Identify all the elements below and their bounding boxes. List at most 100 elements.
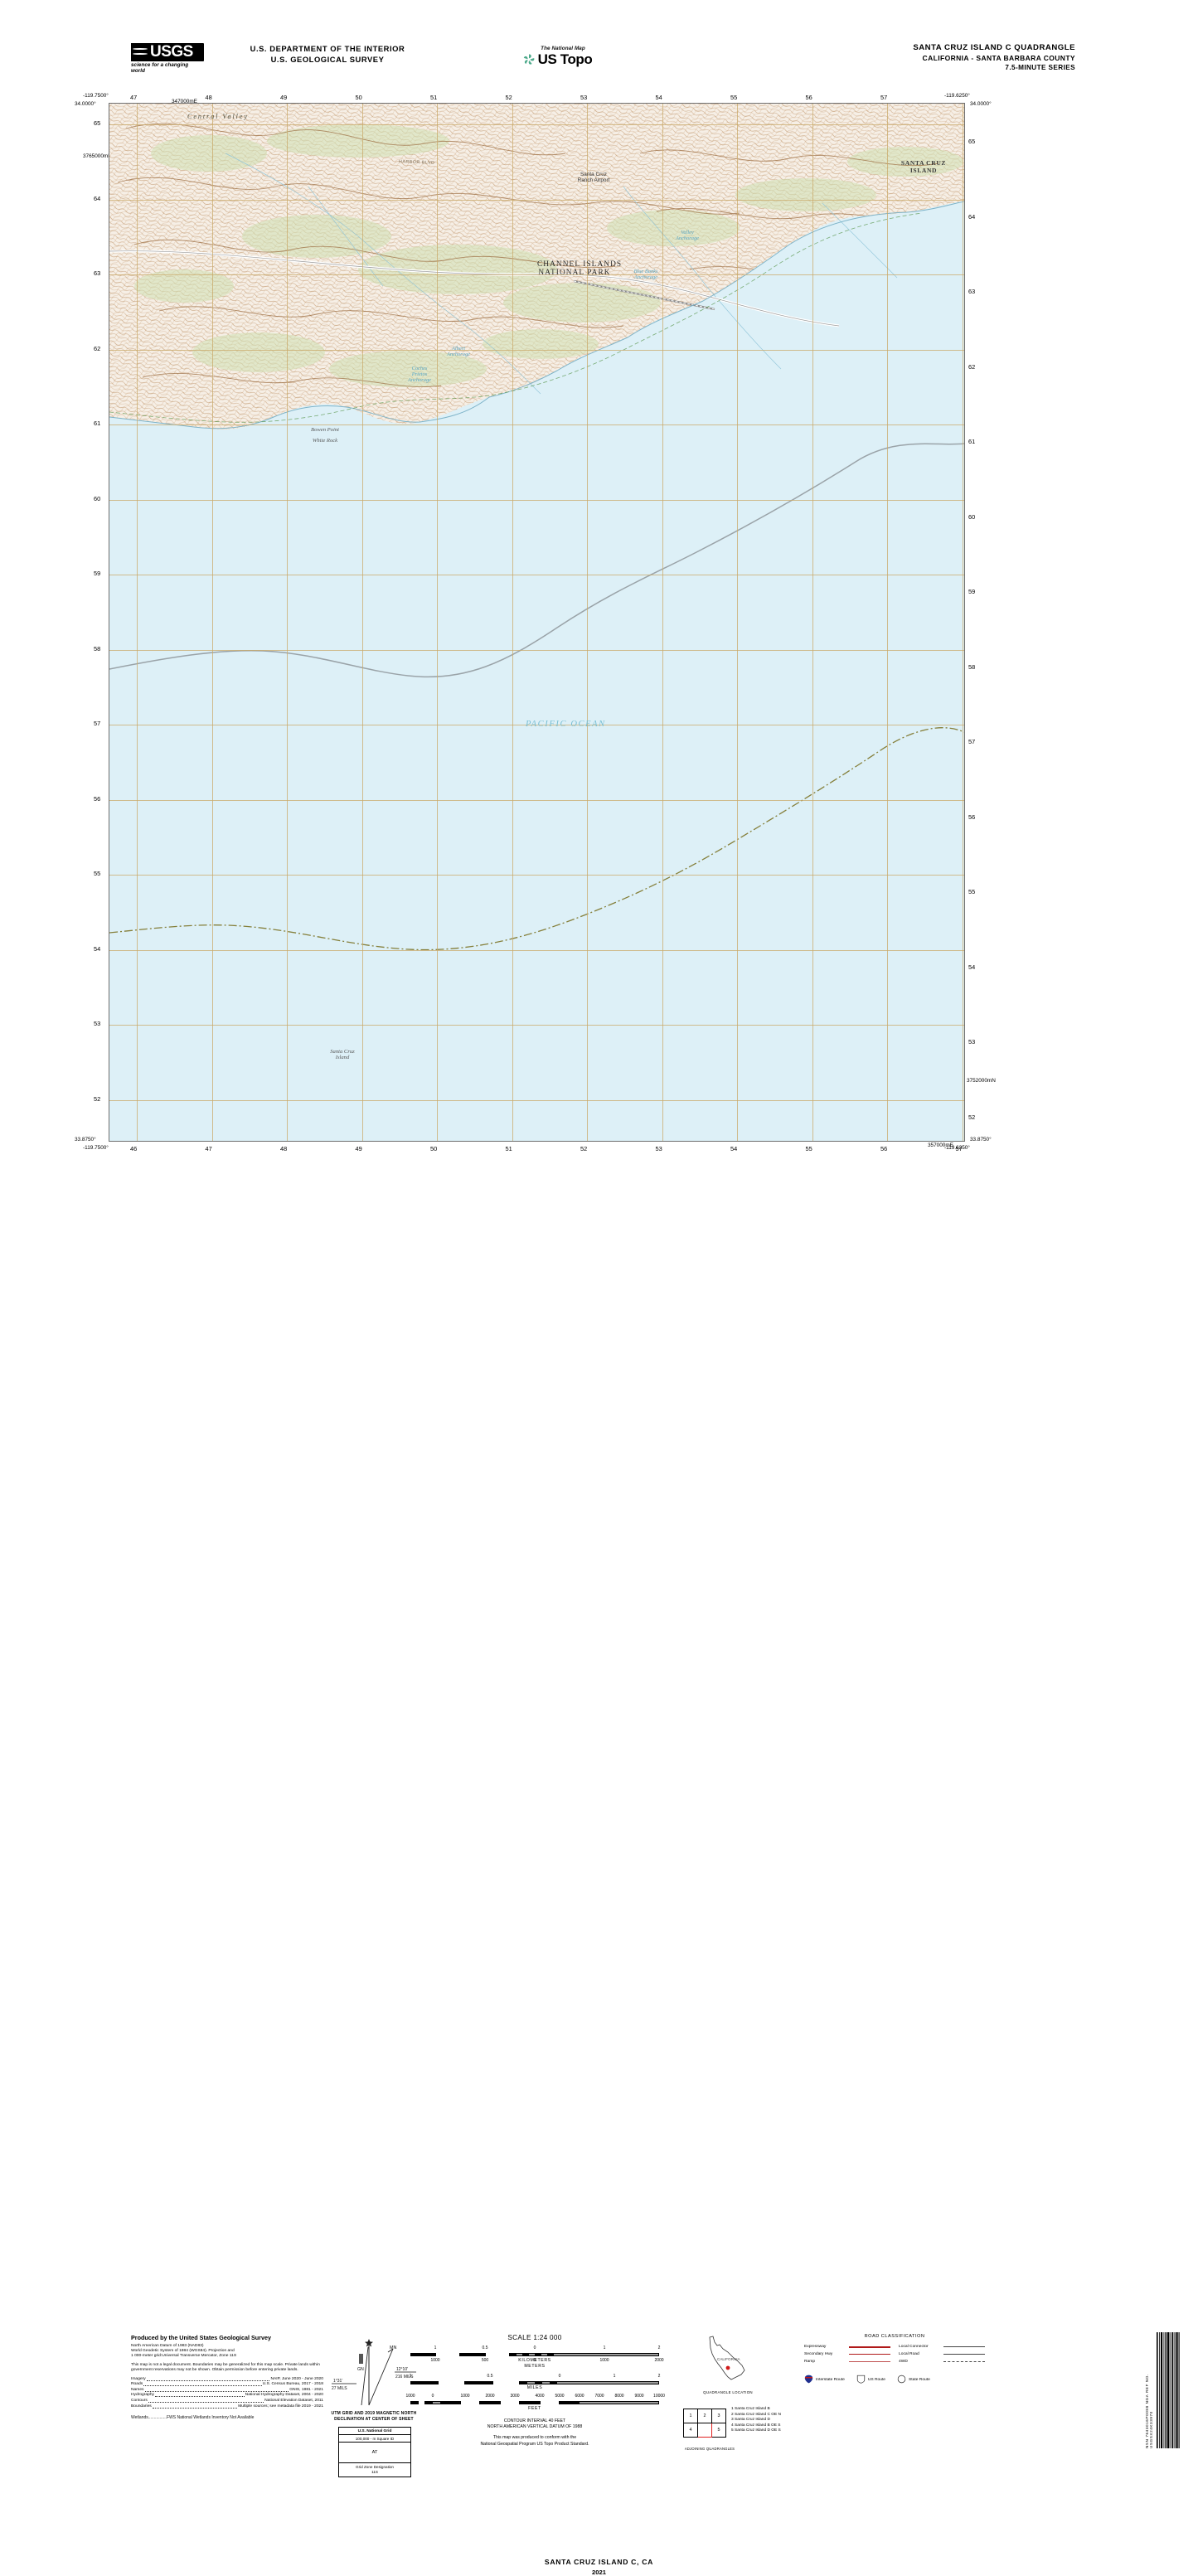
- grid-tick-label: 48: [205, 94, 212, 101]
- map-label-line: Island: [335, 1055, 350, 1060]
- road-legend-line-sample: [849, 2346, 890, 2348]
- map-label-line: NATIONAL PARK: [538, 269, 611, 277]
- grid-line-horizontal: [109, 499, 964, 501]
- adjoining-quadrangle-name: 2 Santa Cruz Island C OE N: [731, 2412, 781, 2417]
- road-legend-item: Expressway: [804, 2343, 890, 2350]
- map-label-pacific-ocean: PACIFIC OCEAN: [526, 720, 604, 729]
- map-label-line: Valley: [681, 230, 694, 235]
- svg-text:MN: MN: [390, 2346, 396, 2350]
- grid-tick-label: 58: [968, 662, 976, 671]
- standard-line-2: National Geospatial Program US Topo Prod…: [480, 2441, 589, 2447]
- road-legend-label: Expressway: [804, 2345, 827, 2349]
- map-label-line: Ranch Airport: [577, 177, 610, 183]
- map-label-line: Albert: [452, 346, 465, 352]
- grid-tick-label: 57: [94, 720, 101, 727]
- grid-tick-label: 52: [580, 1145, 588, 1152]
- grid-tick-label: 63: [968, 288, 976, 295]
- road-legend-line-sample: [943, 2346, 985, 2347]
- grid-tick-label: 60: [94, 494, 101, 502]
- us-topo-wordmark: US Topo: [537, 51, 593, 67]
- road-legend-line-sample: [849, 2354, 890, 2355]
- road-classification-legend: ROAD CLASSIFICATION Expressway Secondary …: [804, 2334, 985, 2385]
- adjoining-grid: 1 2 3 4 5: [683, 2409, 726, 2438]
- map-label-line: HARBOR BLVD: [398, 159, 435, 166]
- sheet-header: USGS science for a changing world U.S. D…: [0, 0, 1198, 87]
- source-credit-row: Imagery NAIP, June 2020 - June 2020: [131, 2377, 323, 2383]
- map-label-line: Blue Banks: [633, 269, 658, 274]
- department-line-2: U.S. GEOLOGICAL SURVEY: [270, 55, 385, 64]
- grid-line-vertical: [812, 104, 813, 1141]
- map-label-line: Anchorage: [446, 352, 471, 357]
- us-topo-logo: The National Map US Topo: [507, 46, 607, 66]
- santa-cruz-ranch-airstrip: [573, 279, 715, 311]
- scale-tick-label: 1000: [405, 2394, 415, 2399]
- california-outline-icon: CALIFORNIA: [709, 2336, 745, 2380]
- scale-tick-label: 0: [431, 2394, 434, 2399]
- source-dot-leader: [148, 2399, 264, 2403]
- map-label-coches-prietos-anchorage: Coches Prietos Anchorage: [382, 366, 457, 383]
- map-label-santa-cruz-island-s: Santa Cruz Island: [305, 1049, 380, 1060]
- grid-line-horizontal: [109, 649, 964, 651]
- utm-south-northing-label: 3752000mN: [967, 1078, 996, 1084]
- adjoining-cell-3: 3: [711, 2409, 726, 2423]
- map-label-line: Central Valley: [187, 113, 249, 120]
- scale-tick-label: 0.5: [482, 2346, 488, 2350]
- ca-label: CALIFORNIA: [717, 2357, 741, 2361]
- usng-title: U.S. National Grid: [339, 2428, 410, 2436]
- road-legend-label: 4WD: [899, 2360, 908, 2364]
- route-shield-item: State Route: [897, 2375, 930, 2385]
- source-value: National Hydrography Dataset, 2004 - 202…: [245, 2393, 323, 2398]
- quadrangle-series: 7.5-MINUTE SERIES: [1005, 64, 1075, 71]
- miles-unit-label: MILES: [526, 2385, 543, 2390]
- route-shield-item: Interstate Route: [804, 2375, 845, 2385]
- decl-mag-deg: 12°10': [396, 2367, 408, 2372]
- source-value: National Elevation Dataset, 2011: [264, 2398, 323, 2403]
- state-shield-icon: [897, 2375, 906, 2385]
- barcode-reference-text: NSN 7643016P0088 NGA REF NO. USGSX24K339…: [1145, 2374, 1153, 2448]
- road-legend-line-sample: [849, 2361, 890, 2362]
- grid-tick-label: 59: [968, 588, 976, 595]
- road-legend-item: Local Road: [899, 2350, 985, 2358]
- scale-tick-label: 4000: [535, 2394, 545, 2399]
- standard-line-1: This map was produced to conform with th…: [492, 2435, 577, 2441]
- source-dot-leader: [155, 2393, 245, 2398]
- map-label-line: Santa Cruz: [330, 1049, 355, 1055]
- map-label-santa-cruz-island-ne: SANTA CRUZ ISLAND: [886, 159, 961, 174]
- scale-tick-label: 500: [481, 2358, 489, 2363]
- usng-gzd: Grid Zone Designation 11S: [339, 2463, 410, 2477]
- quadrangle-title-block: SANTA CRUZ ISLAND C QUADRANGLE CALIFORNI…: [913, 42, 1075, 73]
- production-credits: Produced by the United States Geological…: [131, 2334, 323, 2421]
- scale-tick-label: 0: [533, 2346, 536, 2350]
- adjoining-quadrangle-name: 4 Santa Cruz Island B OE S: [731, 2423, 781, 2428]
- grid-line-horizontal: [109, 875, 964, 876]
- topographic-map-canvas[interactable]: Central Valley HARBOR BLVD Santa Cruz Ranch…: [109, 103, 965, 1142]
- map-label-blue-banks-anchorage: Blue Banks Anchorage: [609, 269, 683, 280]
- road-legend-item: Local Connector: [899, 2343, 985, 2350]
- usng-square-id: AT: [339, 2443, 410, 2464]
- map-label-albert-anchorage: Albert Anchorage: [421, 346, 496, 357]
- scale-tick-label: 2000: [485, 2394, 495, 2399]
- grid-line-vertical: [287, 104, 288, 1141]
- grid-line-vertical: [662, 104, 663, 1141]
- bottom-quad-title: SANTA CRUZ ISLAND C, CA: [544, 2558, 654, 2566]
- map-label-line: Santa Cruz: [580, 172, 607, 177]
- corner-nw-latitude: 34.0000°: [75, 101, 96, 107]
- adjoining-quadrangle-name: 3 Santa Cruz Island D: [731, 2418, 770, 2423]
- road-legend-left-column: Expressway Secondary Hwy Ramp: [804, 2343, 890, 2365]
- usgs-logo: USGS science for a changing world: [131, 43, 204, 74]
- source-dot-leader: [146, 2377, 270, 2381]
- grid-tick-label: 60: [968, 512, 976, 521]
- coastline: [109, 201, 964, 429]
- scale-tick-label: 10000: [653, 2394, 665, 2399]
- usng-subtitle: 100,000 - m Square ID: [339, 2435, 410, 2443]
- grid-line-vertical: [887, 104, 888, 1141]
- adjoining-quadrangle-name: 5 Santa Cruz Island D OE S: [731, 2428, 781, 2433]
- contour-interval-note: CONTOUR INTERVAL 40 FEET NORTH AMERICAN …: [410, 2418, 659, 2431]
- source-label: Contours: [131, 2398, 148, 2403]
- source-credit-row: Names GNIS, 1981 - 2021: [131, 2388, 323, 2394]
- source-credit-row: Contours National Elevation Dataset, 2011: [131, 2399, 323, 2404]
- grid-tick-label: 54: [730, 1145, 738, 1152]
- map-label-bowen-point: Bowen Point: [288, 427, 362, 433]
- map-label-valley-anchorage: Valley Anchorage: [650, 230, 725, 241]
